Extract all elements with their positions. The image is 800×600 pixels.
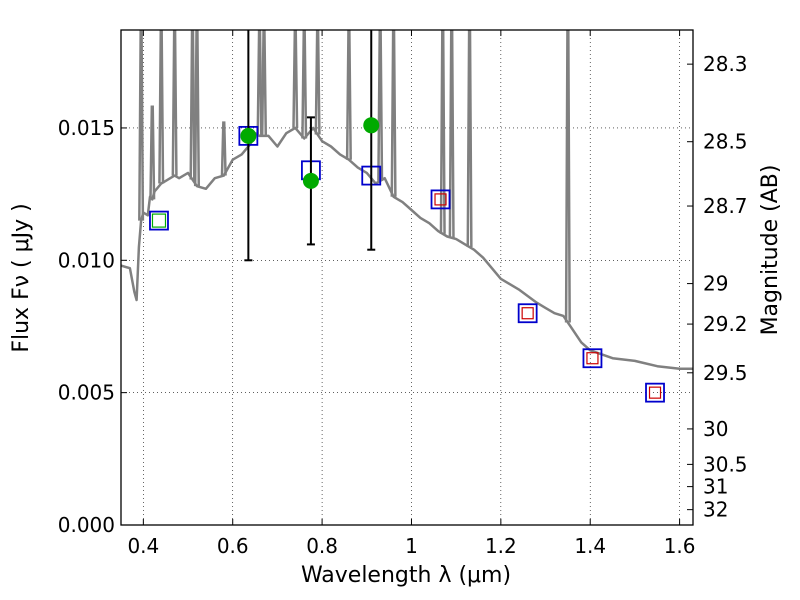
model-photometry-box [582, 348, 603, 369]
emission-line [189, 30, 196, 180]
emission-line [564, 30, 571, 323]
emission-line [149, 105, 156, 200]
model-sed-line [121, 126, 693, 371]
emission-line [220, 121, 227, 176]
emission-line [301, 30, 308, 139]
y-tick-label: 0.000 [58, 513, 115, 537]
magnitude-tick-label: 29.2 [703, 312, 748, 336]
emission-line [390, 30, 397, 197]
x-tick-label: 0.4 [127, 534, 159, 558]
emission-line [171, 30, 178, 176]
emission-line [292, 30, 299, 128]
emission-line [138, 30, 145, 221]
emission-line [448, 30, 455, 238]
y-tick-label: 0.010 [58, 248, 115, 272]
inner-photometry-box [434, 193, 447, 206]
y-axis-ticks: 0.000 0.005 0.010 0.015 [58, 116, 127, 537]
x-tick-label: 1.4 [574, 534, 606, 558]
emission-line [314, 30, 321, 135]
y-tick-label: 0.015 [58, 116, 115, 140]
emission-line [193, 30, 201, 187]
emission-line [466, 30, 473, 248]
magnitude-tick-label: 30 [703, 417, 728, 441]
magnitude-tick-label: 29.5 [703, 361, 748, 385]
magnitude-tick-label: 32 [703, 498, 728, 522]
plot-area [121, 30, 693, 403]
emission-line [260, 30, 268, 136]
x-tick-label: 1 [405, 534, 418, 558]
x-axis-label: Wavelength λ (μm) [301, 563, 511, 588]
plot-frame [120, 29, 694, 526]
model-photometry-box [645, 382, 665, 403]
emission-line [256, 30, 263, 136]
x-tick-label: 0.8 [306, 534, 338, 558]
y-axis-label: Flux Fν ( μJy ) [9, 203, 34, 352]
magnitude-tick-label: 28.5 [703, 130, 748, 154]
grid [121, 30, 693, 526]
magnitude-tick-label: 28.3 [703, 52, 748, 76]
x-tick-label: 0.6 [217, 534, 249, 558]
model-photometry-box [430, 189, 451, 210]
emission-line [439, 30, 446, 234]
emission-line [345, 30, 352, 160]
observed-point [302, 172, 319, 189]
emission-line [158, 30, 165, 184]
inner-photometry-box [648, 386, 662, 399]
model-photometry-box [149, 210, 169, 231]
observed-point [240, 127, 257, 144]
magnitude-tick-label: 29 [703, 272, 728, 296]
x-tick-label: 1.2 [485, 534, 517, 558]
magnitude-tick-label: 31 [703, 475, 728, 499]
observed-point [363, 117, 380, 134]
inner-photometry-box [521, 307, 534, 320]
inner-photometry-box [151, 213, 167, 228]
y2-axis-label: Magnitude (AB) [758, 165, 783, 336]
y-tick-label: 0.005 [58, 381, 115, 405]
magnitude-tick-label: 30.5 [703, 452, 748, 476]
x-axis-ticks: 0.4 0.6 0.8 1 1.2 1.4 1.6 [127, 30, 696, 558]
model-photometry-box [517, 303, 538, 324]
magnitude-tick-label: 28.7 [703, 194, 748, 218]
emission-line [377, 30, 384, 181]
inner-photometry-box [586, 352, 599, 365]
x-tick-label: 1.6 [664, 534, 696, 558]
